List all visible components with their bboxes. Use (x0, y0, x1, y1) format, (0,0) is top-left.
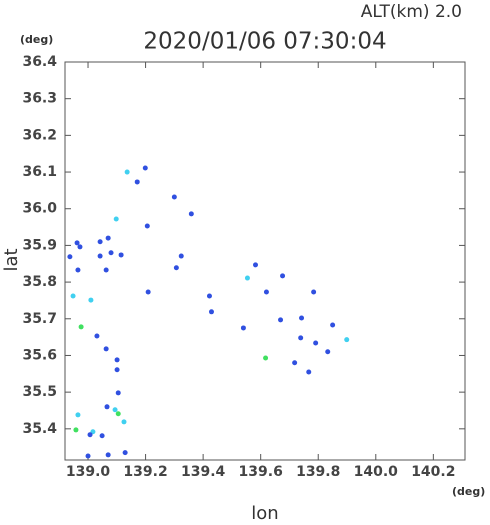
echo-point (115, 390, 121, 396)
y-tick-label: 36.4 (22, 54, 57, 70)
echo-point (206, 293, 212, 299)
echo-point (142, 165, 148, 171)
y-tick-label: 36.2 (22, 127, 57, 143)
echo-point (278, 317, 284, 323)
y-tick-label: 36.3 (22, 91, 57, 107)
echo-point (325, 349, 331, 355)
x-axis-label: lon (251, 503, 278, 521)
echo-point (208, 309, 214, 315)
echo-point (280, 273, 286, 279)
x-tick-label: 139.0 (66, 464, 111, 480)
y-unit: (deg) (20, 33, 53, 46)
echo-point (97, 239, 103, 245)
echo-point (112, 407, 118, 413)
echo-point (103, 267, 109, 273)
echo-point (344, 337, 350, 343)
echo-point (171, 194, 177, 200)
echo-point (105, 452, 111, 458)
echo-point (73, 427, 79, 433)
echo-point (263, 289, 269, 295)
echo-point (75, 412, 81, 418)
echo-point (188, 211, 194, 217)
echo-point (70, 293, 76, 299)
echo-point (145, 289, 151, 295)
echo-point (121, 419, 127, 425)
echo-point (244, 275, 250, 281)
echo-point (306, 369, 312, 375)
x-tick-label: 140.2 (411, 464, 455, 480)
echo-point (113, 216, 119, 222)
y-tick-label: 35.4 (22, 421, 57, 437)
x-tick-label: 139.8 (296, 464, 340, 480)
echo-point (144, 223, 150, 229)
echo-point (118, 252, 124, 258)
chart-title: 2020/01/06 07:30:04 (143, 29, 386, 55)
echo-point (97, 253, 103, 259)
echo-point (85, 453, 91, 459)
echo-point (77, 244, 83, 250)
echo-point (298, 335, 304, 341)
echo-point (78, 324, 84, 330)
x-tick-label: 139.4 (181, 464, 226, 480)
echo-point (311, 289, 317, 295)
echo-point (263, 355, 269, 361)
y-tick-label: 36.1 (22, 164, 57, 180)
echo-point (104, 404, 110, 410)
echo-point (74, 240, 80, 246)
echo-point (114, 367, 120, 373)
echo-point (103, 346, 109, 352)
y-tick-label: 35.8 (22, 274, 57, 290)
echo-point (330, 322, 336, 328)
echo-point (240, 325, 246, 331)
echo-point (134, 179, 140, 185)
y-tick-label: 36.0 (22, 201, 57, 217)
y-tick-label: 35.9 (22, 237, 57, 253)
echo-point (122, 450, 128, 456)
y-tick-label: 35.5 (22, 384, 57, 400)
x-tick-label: 140.0 (354, 464, 399, 480)
echo-point (124, 169, 130, 175)
echo-point (313, 340, 319, 346)
echo-point (87, 432, 93, 438)
echo-point (173, 265, 179, 271)
echo-point (292, 360, 298, 366)
x-unit: (deg) (452, 485, 485, 498)
echo-point (178, 253, 184, 259)
echo-point (99, 433, 105, 439)
echo-point (253, 262, 259, 268)
echo-point (115, 411, 121, 417)
echo-point (94, 333, 100, 339)
y-tick-label: 35.7 (22, 311, 57, 327)
echo-point (88, 297, 94, 303)
y-tick-label: 35.6 (22, 347, 57, 363)
altitude-label: ALT(km) 2.0 (361, 2, 462, 22)
x-tick-label: 139.2 (123, 464, 167, 480)
echo-point (108, 250, 114, 256)
x-tick-label: 139.6 (239, 464, 283, 480)
echo-point (105, 235, 111, 241)
plot-frame (64, 61, 466, 461)
echo-point (67, 254, 73, 260)
y-axis-label: lat (1, 248, 22, 271)
echo-point (114, 357, 120, 363)
echo-point (299, 315, 305, 321)
echo-point (75, 267, 81, 273)
